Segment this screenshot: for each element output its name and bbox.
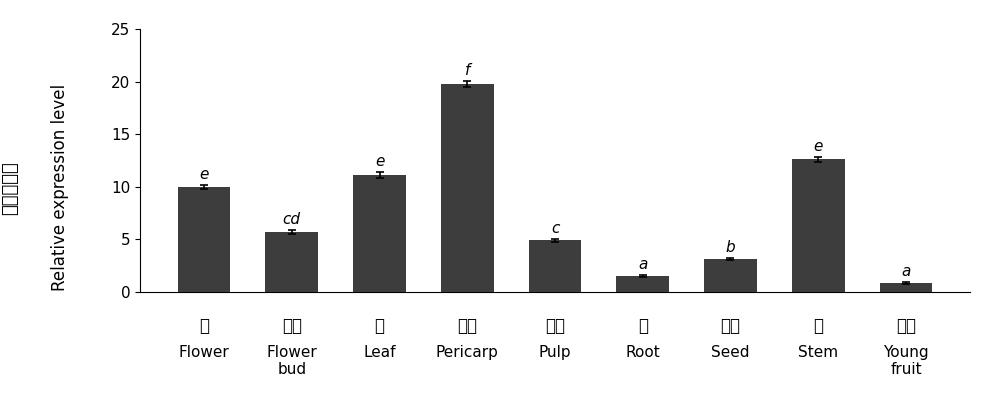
Text: 相对表达量: 相对表达量 [1,161,19,214]
Text: Flower: Flower [179,345,229,360]
Text: a: a [901,264,911,279]
Text: Seed: Seed [711,345,750,360]
Bar [441,84,494,292]
Text: Pulp: Pulp [539,345,571,360]
Text: e: e [199,166,209,181]
Bar [704,259,757,292]
Bar [178,187,230,292]
Text: 叶: 叶 [375,317,385,335]
Bar [265,232,318,292]
Bar [880,283,932,292]
Bar [792,159,845,292]
Bar [529,241,581,292]
Text: b: b [726,240,735,255]
Text: f: f [465,63,470,78]
Text: Pericarp: Pericarp [436,345,499,360]
Text: 花: 花 [199,317,209,335]
Text: 根: 根 [638,317,648,335]
Text: Young
fruit: Young fruit [883,345,929,377]
Bar [616,276,669,292]
Text: e: e [375,154,384,169]
Text: 果皮: 果皮 [457,317,477,335]
Text: c: c [551,221,559,236]
Text: a: a [638,257,647,272]
Text: e: e [814,139,823,154]
Text: Stem: Stem [798,345,838,360]
Text: 茎: 茎 [813,317,823,335]
Text: 幼果: 幼果 [896,317,916,335]
Text: 果肉: 果肉 [545,317,565,335]
Bar [353,175,406,292]
Text: Leaf: Leaf [363,345,396,360]
Text: Flower
bud: Flower bud [266,345,317,377]
Text: Root: Root [625,345,660,360]
Text: Relative expression level: Relative expression level [51,84,69,291]
Text: cd: cd [283,212,301,227]
Text: 种子: 种子 [720,317,740,335]
Text: 花芽: 花芽 [282,317,302,335]
